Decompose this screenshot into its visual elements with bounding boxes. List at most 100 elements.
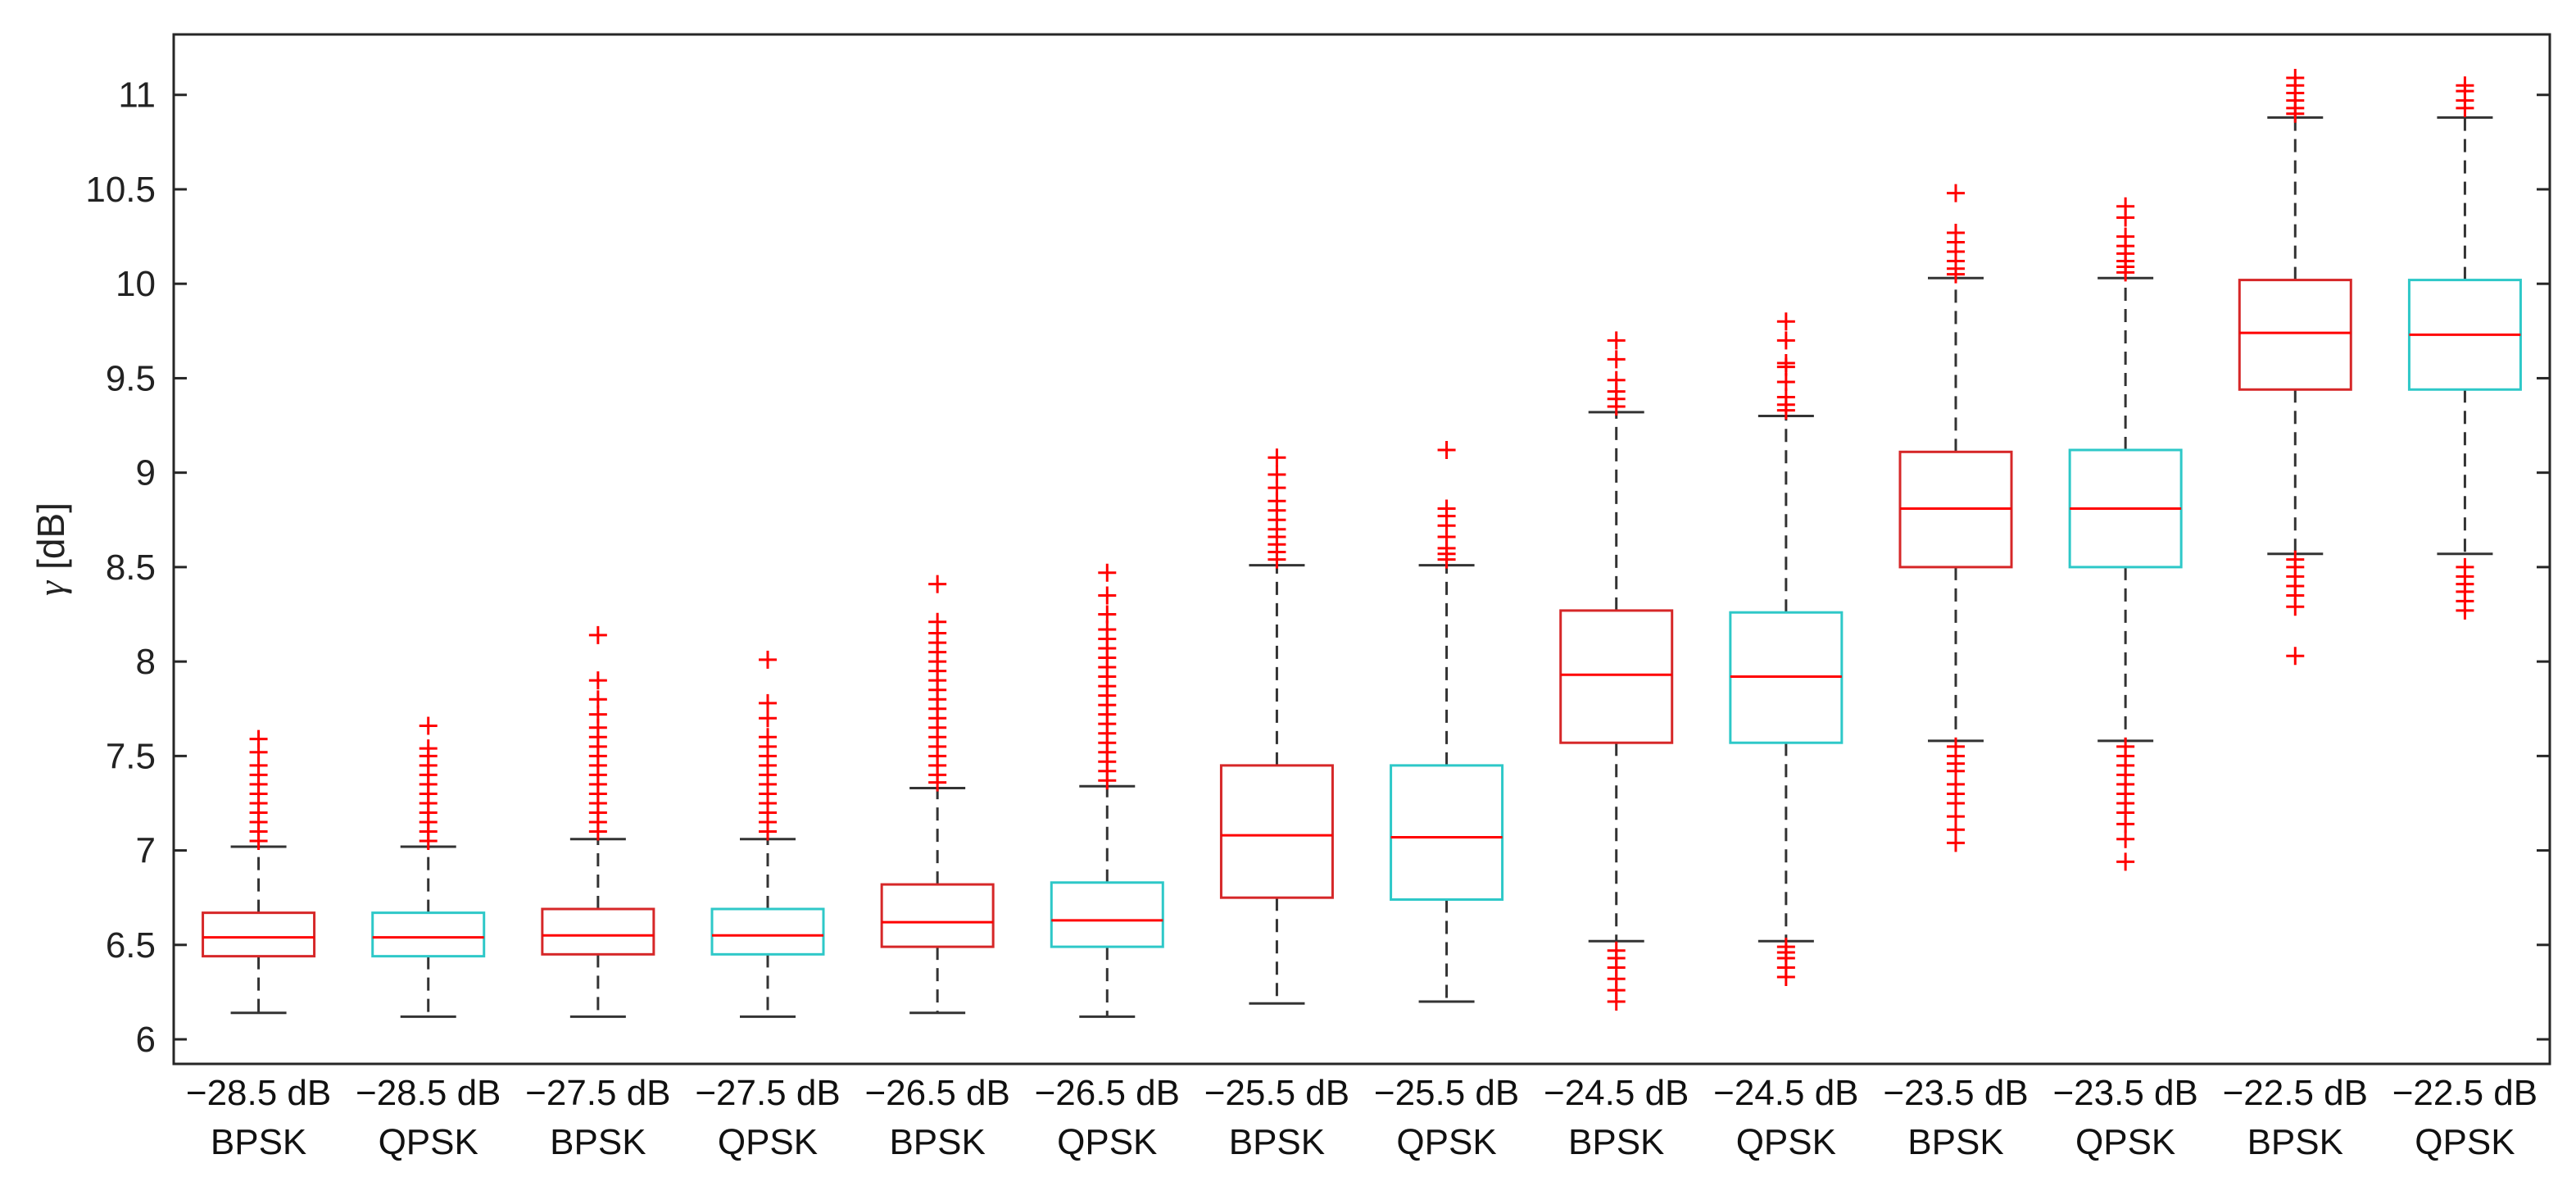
outlier-marker (2116, 197, 2135, 216)
outlier-marker (2116, 737, 2135, 756)
box-group (1729, 312, 1844, 986)
x-label-modulation: QPSK (379, 1122, 478, 1162)
outlier-marker (759, 650, 777, 669)
y-tick-label: 9.5 (106, 358, 156, 398)
x-label-modulation: BPSK (1907, 1122, 2003, 1162)
box-group (541, 625, 655, 1018)
outlier-marker (1947, 223, 1965, 242)
outlier-marker (588, 690, 607, 709)
y-tick-label: 7.5 (106, 736, 156, 776)
x-label-snr: −24.5 dB (1713, 1073, 1858, 1113)
boxes (202, 69, 2522, 1018)
box-group (1390, 441, 1504, 1003)
x-label-modulation: QPSK (1057, 1122, 1157, 1162)
x-label-modulation: BPSK (889, 1122, 985, 1162)
box-group (1898, 184, 2013, 852)
outlier-marker (928, 575, 947, 593)
x-label-snr: −28.5 dB (186, 1073, 331, 1113)
x-label-snr: −22.5 dB (2223, 1073, 2368, 1113)
outlier-marker (1776, 312, 1795, 331)
y-tick-label: 9 (136, 453, 156, 493)
outlier-marker (1607, 941, 1626, 960)
y-axis-label-symbol: γ (30, 579, 72, 596)
box-iqr (371, 911, 486, 958)
outlier-marker (1776, 938, 1795, 957)
x-label-modulation: BPSK (1229, 1122, 1325, 1162)
y-tick-label: 10 (116, 264, 156, 304)
x-label-modulation: QPSK (2075, 1122, 2175, 1162)
outlier-marker (588, 625, 607, 644)
box-iqr (1559, 609, 1674, 744)
box-group (710, 650, 825, 1018)
box-group (2068, 197, 2183, 871)
x-label-snr: −24.5 dB (1544, 1073, 1689, 1113)
y-axis: 6 6.5 7 7.5 8 8.5 9 9.5 10 10.5 11 (85, 75, 2550, 1060)
box-iqr (880, 883, 995, 948)
x-label-snr: −23.5 dB (2052, 1073, 2197, 1113)
y-axis-label-unit: [dB] (29, 502, 72, 570)
outlier-marker (928, 612, 947, 631)
box-iqr (2238, 279, 2352, 391)
outlier-marker (1268, 448, 1286, 467)
outlier-marker (1776, 331, 1795, 350)
outlier-marker (1607, 370, 1626, 389)
outlier-marker (1098, 605, 1117, 624)
box-iqr (1390, 764, 1504, 902)
y-tick-label: 8 (136, 642, 156, 682)
outlier-marker (2456, 557, 2474, 576)
x-label-snr: −22.5 dB (2392, 1073, 2537, 1113)
x-label-modulation: QPSK (718, 1122, 818, 1162)
box-group (1050, 563, 1164, 1018)
box-iqr (710, 907, 825, 956)
box-group (202, 729, 316, 1015)
x-label-modulation: BPSK (1568, 1122, 1664, 1162)
y-tick-label: 6.5 (106, 925, 156, 966)
x-label-modulation: QPSK (2415, 1122, 2515, 1162)
box-iqr (541, 907, 655, 956)
x-label-modulation: BPSK (2247, 1122, 2343, 1162)
box-group (1559, 331, 1674, 1011)
box-iqr (1050, 881, 1164, 948)
outlier-marker (2286, 69, 2305, 88)
outlier-marker (1437, 441, 1456, 460)
x-label-snr: −25.5 dB (1204, 1073, 1349, 1113)
box-iqr (202, 911, 316, 958)
x-label-snr: −27.5 dB (695, 1073, 840, 1113)
x-label-snr: −28.5 dB (356, 1073, 501, 1113)
y-tick-label: 11 (118, 75, 156, 116)
outlier-marker (2286, 550, 2305, 569)
box-iqr (1219, 764, 1334, 899)
x-axis-labels: −28.5 dB BPSK −28.5 dB QPSK −27.5 dB BPSK −27.… (186, 1073, 2537, 1162)
outlier-marker (2286, 647, 2305, 666)
outlier-marker (1098, 563, 1117, 582)
y-tick-label: 10.5 (85, 170, 156, 210)
box-group (1219, 448, 1334, 1005)
box-group (2238, 69, 2352, 666)
box-group (2407, 76, 2522, 620)
outlier-marker (2116, 227, 2135, 246)
x-label-snr: −26.5 dB (864, 1073, 1009, 1113)
y-tick-label: 8.5 (106, 548, 156, 588)
plot-frame (172, 33, 2551, 1066)
outlier-marker (1098, 620, 1117, 638)
y-tick-label: 7 (136, 831, 156, 871)
outlier-marker (1268, 465, 1286, 484)
outlier-marker (1607, 331, 1626, 350)
x-label-modulation: QPSK (1396, 1122, 1496, 1162)
x-label-snr: −25.5 dB (1374, 1073, 1519, 1113)
outlier-marker (1776, 373, 1795, 392)
box-group (371, 716, 486, 1018)
x-label-modulation: BPSK (550, 1122, 646, 1162)
outlier-marker (1776, 353, 1795, 372)
outlier-marker (2116, 829, 2135, 848)
outlier-marker (419, 716, 438, 735)
x-label-snr: −26.5 dB (1035, 1073, 1180, 1113)
outlier-marker (759, 693, 777, 712)
outlier-marker (1776, 388, 1795, 407)
outlier-marker (1437, 499, 1456, 518)
x-label-snr: −23.5 dB (1883, 1073, 2028, 1113)
outlier-marker (759, 709, 777, 728)
outlier-marker (2116, 852, 2135, 871)
box-group (880, 575, 995, 1015)
